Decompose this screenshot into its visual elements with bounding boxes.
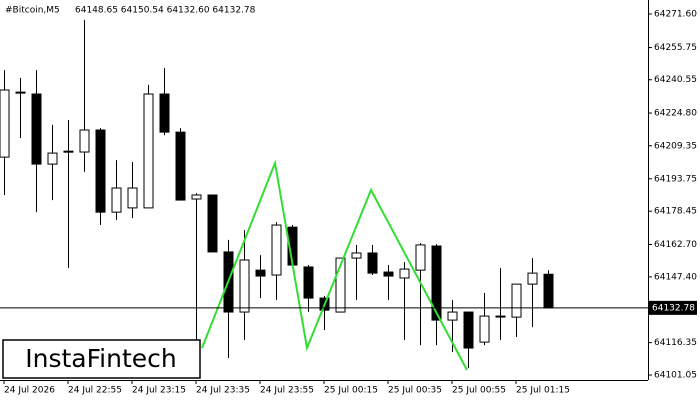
candle-body bbox=[399, 268, 410, 279]
y-tick-label: 64147.40 bbox=[654, 272, 697, 282]
y-tick-label: 64162.70 bbox=[654, 240, 697, 250]
x-tick-label: 25 Jul 00:15 bbox=[324, 386, 378, 396]
candle-body bbox=[207, 194, 218, 253]
candle-body bbox=[47, 152, 58, 165]
candle-body bbox=[271, 224, 282, 276]
candle-body bbox=[383, 271, 394, 277]
logo-box bbox=[2, 339, 201, 379]
candle-body bbox=[447, 311, 458, 321]
candle-body bbox=[527, 272, 538, 285]
logo: InstaFintech bbox=[25, 344, 177, 373]
pattern-line bbox=[201, 159, 468, 371]
candle-body bbox=[31, 93, 42, 165]
x-tick-label: 24 Jul 22:55 bbox=[68, 386, 122, 396]
candle-body bbox=[159, 93, 170, 133]
candle-body bbox=[0, 89, 10, 158]
y-tick-label: 64101.05 bbox=[654, 371, 697, 381]
candle-body bbox=[175, 131, 186, 201]
candle-body bbox=[479, 315, 490, 343]
candle-body bbox=[127, 187, 138, 209]
candle-body bbox=[463, 311, 474, 349]
y-tick-label: 64209.35 bbox=[654, 141, 697, 151]
symbol: #Bitcoin,M5 bbox=[5, 6, 60, 16]
candle-body bbox=[415, 244, 426, 271]
x-tick-label: 24 Jul 23:15 bbox=[132, 386, 186, 396]
candle-body bbox=[367, 252, 378, 274]
candle-body bbox=[63, 150, 74, 153]
current-price-box bbox=[649, 300, 697, 315]
x-tick-label: 25 Jul 00:55 bbox=[452, 386, 506, 396]
candle-body bbox=[95, 129, 106, 213]
candle-body bbox=[255, 269, 266, 277]
y-tick-label: 64193.75 bbox=[654, 174, 697, 184]
y-tick-label: 64224.80 bbox=[654, 109, 697, 119]
candle-body bbox=[335, 257, 346, 313]
candle-body bbox=[143, 93, 154, 209]
candle-body bbox=[15, 91, 26, 94]
y-tick-label: 64116.35 bbox=[654, 338, 697, 348]
candle-body bbox=[239, 259, 250, 313]
x-tick-label: 25 Jul 00:35 bbox=[388, 386, 442, 396]
x-tick-label: 24 Jul 23:35 bbox=[196, 386, 250, 396]
x-tick-label: 25 Jul 01:15 bbox=[516, 386, 570, 396]
candle-body bbox=[303, 266, 314, 299]
x-tick-label: 24 Jul 23:55 bbox=[260, 386, 314, 396]
candle-body bbox=[495, 315, 506, 318]
y-tick-label: 64255.75 bbox=[654, 43, 697, 53]
y-tick-label: 64178.45 bbox=[654, 207, 697, 217]
y-tick-label: 64240.55 bbox=[654, 75, 697, 85]
candle-body bbox=[191, 194, 202, 200]
ohlc: 64148.65 64150.54 64132.60 64132.78 bbox=[75, 6, 256, 16]
y-tick-label: 64271.60 bbox=[654, 10, 697, 20]
candles bbox=[0, 19, 554, 369]
x-tick-label: 24 Jul 2026 bbox=[4, 386, 55, 396]
candle-body bbox=[79, 129, 90, 153]
candle-body bbox=[431, 245, 442, 321]
candle-body bbox=[511, 283, 522, 318]
candle-body bbox=[111, 187, 122, 213]
current-price-label: 64132.78 bbox=[652, 303, 695, 313]
candle-body bbox=[351, 252, 362, 259]
candle-body bbox=[543, 273, 554, 309]
